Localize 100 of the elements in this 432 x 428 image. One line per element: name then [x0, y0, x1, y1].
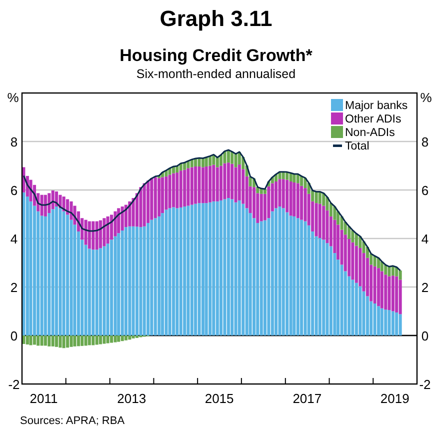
bar — [322, 240, 326, 336]
bar — [62, 211, 66, 336]
bar — [54, 336, 58, 347]
bar — [110, 240, 114, 336]
bar — [168, 174, 172, 208]
bar — [186, 206, 190, 336]
bar — [260, 194, 263, 222]
bar — [274, 182, 278, 208]
bar — [286, 212, 289, 336]
bar — [190, 204, 194, 336]
bar — [194, 166, 198, 204]
bar — [373, 256, 376, 266]
bar — [348, 226, 351, 239]
bar — [186, 168, 190, 206]
bar — [260, 221, 263, 336]
bar — [95, 336, 98, 345]
bar — [230, 152, 234, 164]
bar — [92, 250, 95, 336]
bar — [176, 172, 179, 208]
bar — [176, 208, 179, 336]
bar — [120, 206, 124, 230]
bar — [318, 238, 322, 336]
bar — [92, 336, 95, 346]
bar — [391, 311, 394, 336]
bar — [234, 167, 238, 202]
bar — [208, 166, 212, 202]
bar — [154, 177, 157, 218]
bar — [292, 182, 296, 216]
bar — [70, 336, 73, 347]
bar — [304, 221, 307, 336]
bar — [248, 176, 252, 186]
y-tick-label: 2 — [10, 280, 18, 295]
bar — [120, 230, 124, 336]
bar — [223, 163, 226, 200]
y2-tick-label: 0 — [421, 328, 429, 344]
bar — [204, 157, 208, 166]
bar — [183, 170, 186, 206]
bar — [110, 336, 114, 343]
bar — [318, 204, 322, 238]
bar — [198, 166, 201, 204]
bar — [245, 208, 248, 336]
bar — [226, 162, 230, 198]
bar — [238, 164, 241, 200]
bar — [150, 220, 154, 336]
bar — [398, 280, 402, 314]
bar — [304, 188, 307, 222]
bar — [292, 216, 296, 336]
legend-label: Total — [345, 140, 370, 152]
bar — [102, 336, 106, 344]
bar — [234, 154, 238, 168]
bar — [388, 266, 391, 276]
bar — [142, 183, 146, 226]
bar — [270, 211, 274, 336]
bar — [164, 210, 168, 336]
bar — [26, 336, 29, 344]
bar — [128, 201, 132, 226]
bar — [278, 179, 282, 206]
bar — [84, 336, 88, 346]
bar — [48, 213, 51, 336]
bar — [212, 201, 216, 336]
bar — [124, 336, 128, 340]
bar — [380, 308, 384, 336]
bar — [150, 178, 154, 220]
bar — [132, 336, 135, 338]
bar — [318, 192, 322, 204]
bar — [263, 189, 267, 194]
bar — [289, 182, 292, 216]
bar — [40, 216, 44, 336]
bar — [354, 246, 358, 283]
bar — [44, 216, 47, 336]
bar — [307, 225, 310, 336]
bar — [234, 202, 238, 336]
bar — [358, 286, 362, 336]
bar — [351, 280, 354, 336]
bar — [114, 211, 117, 236]
bar — [242, 204, 245, 336]
bar — [102, 218, 106, 246]
y-tick-label: 0 — [10, 328, 18, 344]
bar — [208, 202, 212, 336]
bar — [128, 336, 132, 340]
bar — [88, 248, 91, 336]
bar — [326, 243, 329, 336]
bar — [168, 208, 172, 336]
bar — [88, 336, 91, 346]
bar — [51, 336, 54, 346]
bar — [164, 176, 168, 210]
bar — [80, 336, 84, 346]
y2-tick-label: 2 — [421, 280, 429, 295]
bar — [62, 336, 66, 348]
legend-label: Major banks — [345, 100, 408, 112]
bar — [201, 167, 205, 204]
bar — [286, 180, 289, 212]
x-tick-label: 2019 — [380, 391, 410, 406]
bar — [40, 336, 44, 346]
bar — [158, 178, 161, 216]
bar — [216, 201, 219, 336]
bar — [230, 164, 234, 200]
bar — [274, 208, 278, 336]
bar — [110, 214, 114, 240]
bar — [54, 206, 58, 336]
